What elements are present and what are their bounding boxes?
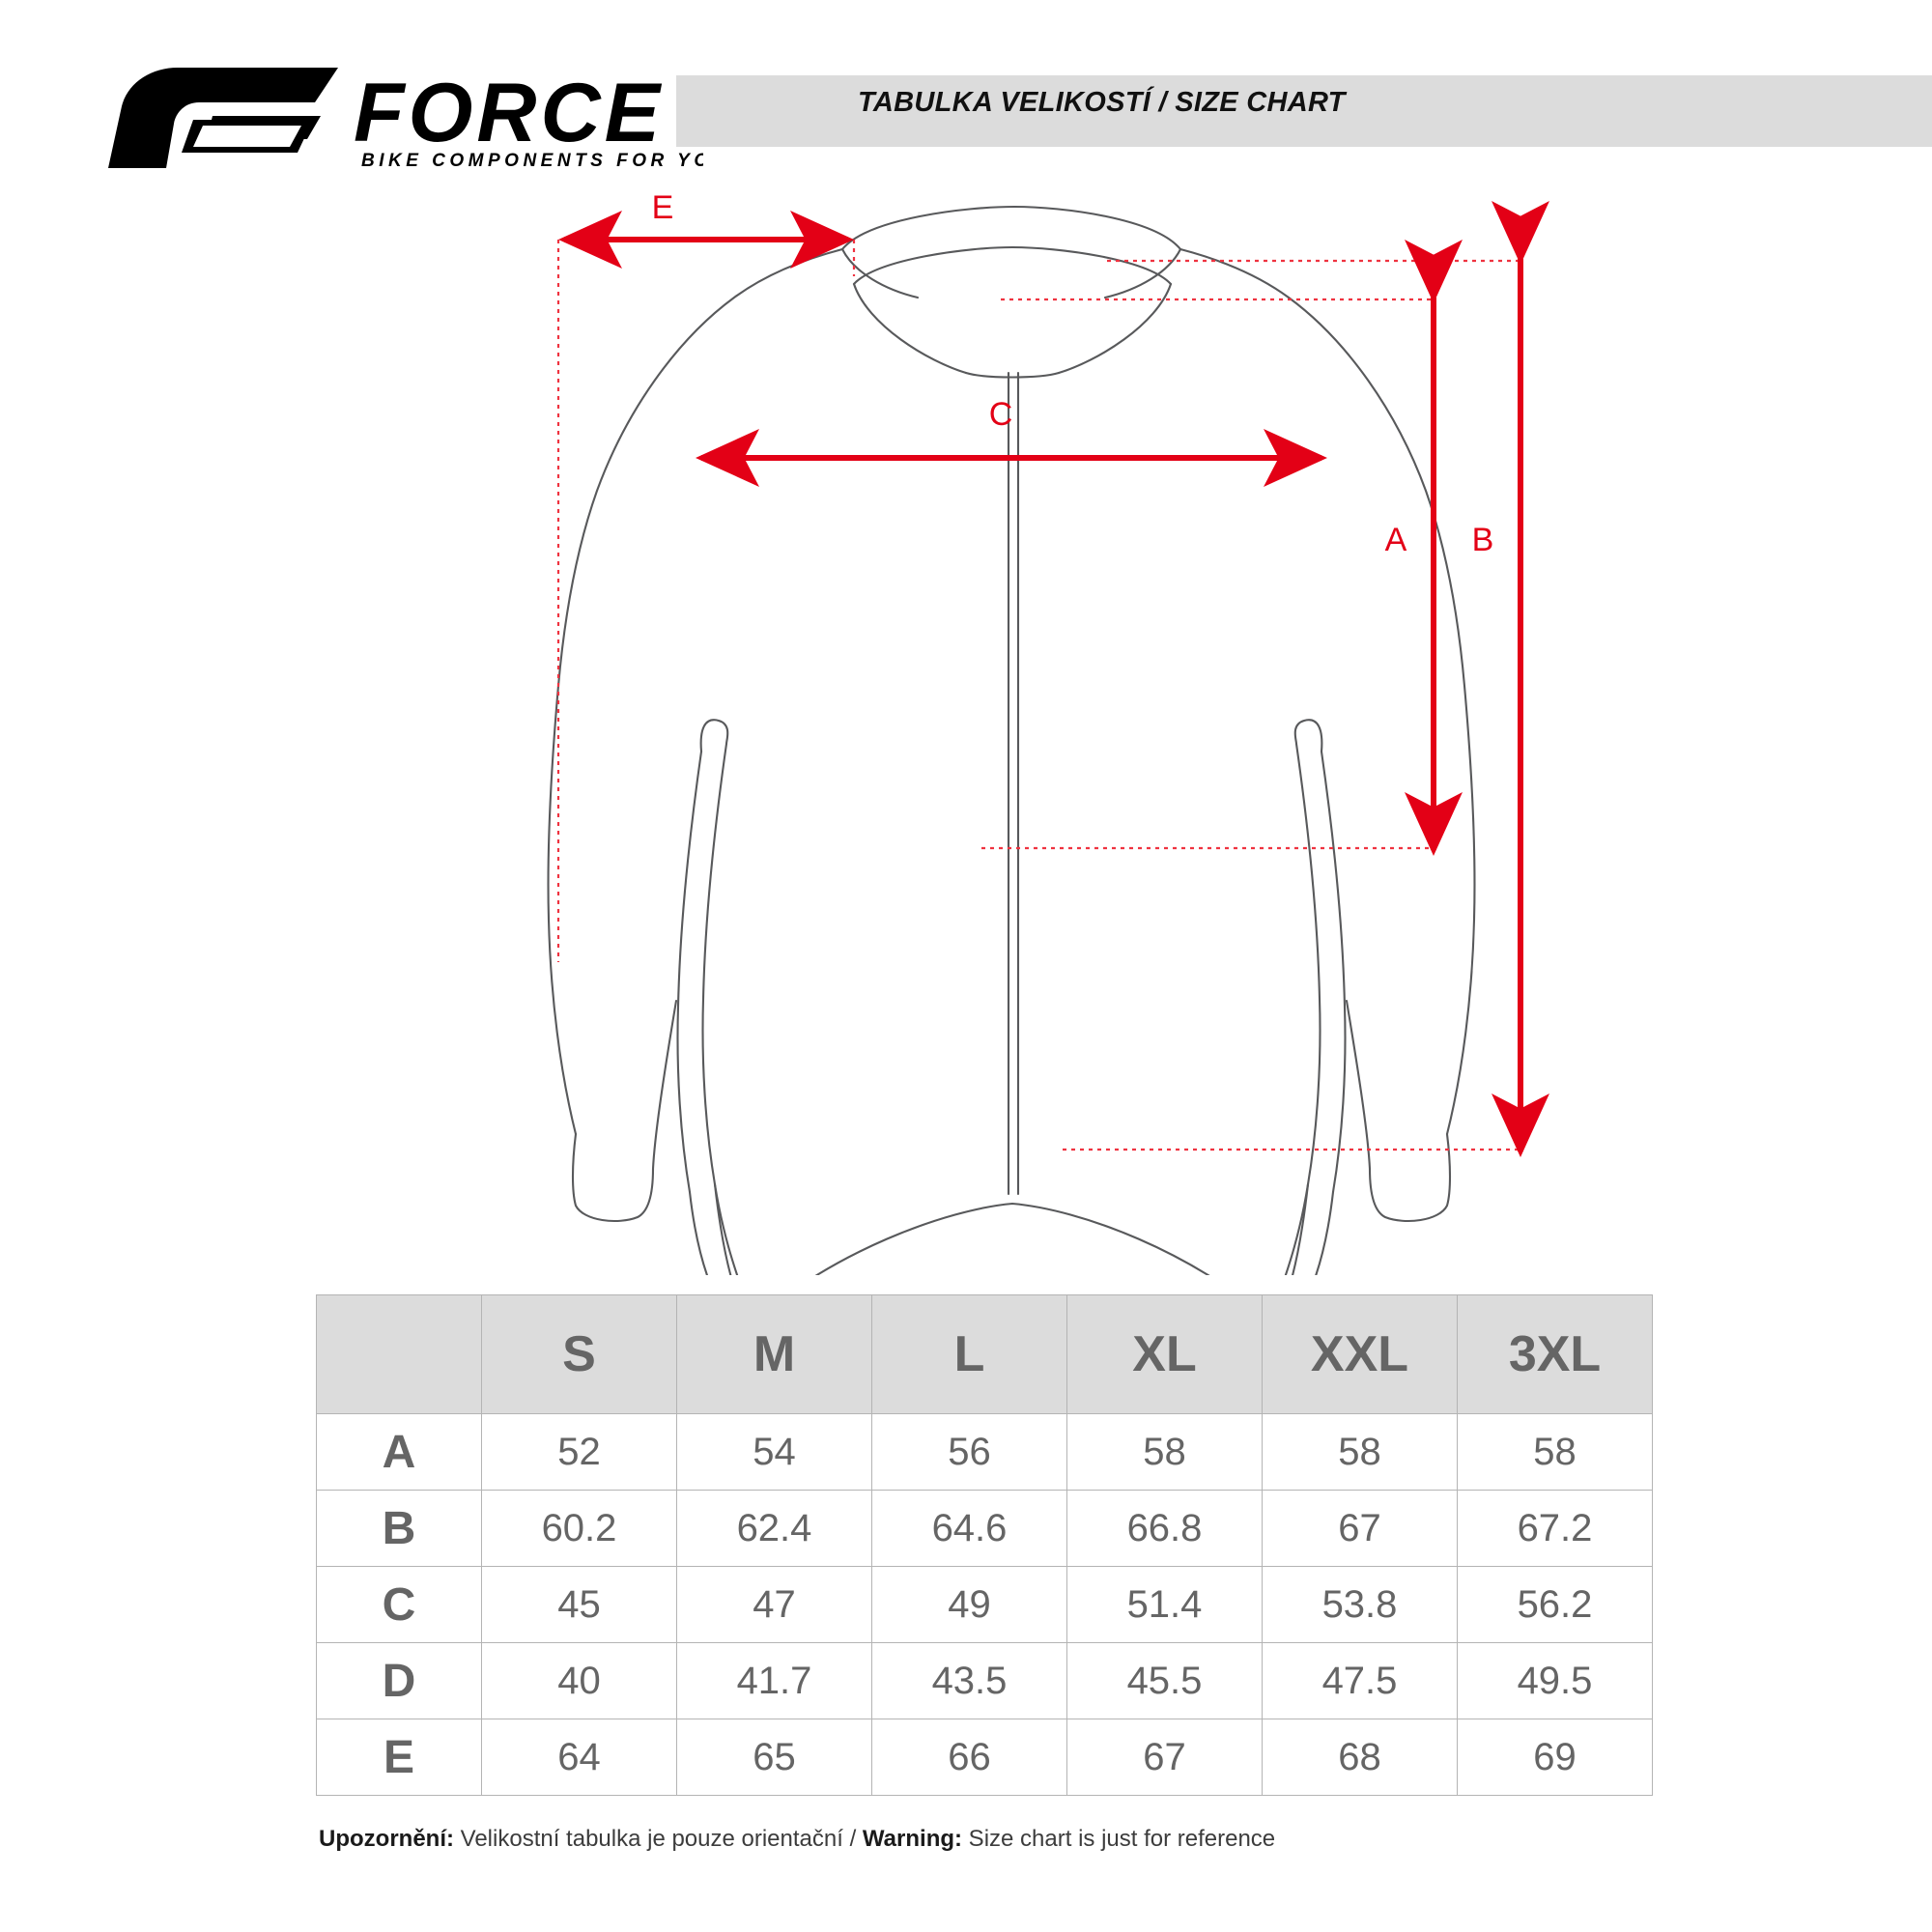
table-header-size-xl: XL: [1066, 1294, 1263, 1414]
page-header: FORCE BIKE COMPONENTS FOR YOU TABULKA VE…: [0, 0, 1932, 201]
cell-b-3xl: 67.2: [1457, 1490, 1653, 1567]
cell-c-xxl: 53.8: [1262, 1566, 1458, 1643]
jacket-outline: [547, 205, 1476, 1275]
warning-text-cs: Velikostní tabulka je pouze orientační /: [453, 1826, 863, 1852]
table-row: D 40 41.7 43.5 45.5 47.5 49.5: [316, 1642, 1653, 1719]
cell-c-xl: 51.4: [1066, 1566, 1263, 1643]
cell-c-l: 49: [871, 1566, 1067, 1643]
row-label-b: B: [316, 1490, 482, 1567]
table-row: C 45 47 49 51.4 53.8 56.2: [316, 1566, 1653, 1643]
cell-d-m: 41.7: [676, 1642, 872, 1719]
cell-e-m: 65: [676, 1719, 872, 1796]
cell-d-xxl: 47.5: [1262, 1642, 1458, 1719]
table-header-size-s: S: [481, 1294, 677, 1414]
table-corner-cell: [316, 1294, 482, 1414]
header-gray-bar: [676, 75, 1932, 147]
guide-lines: [556, 240, 1520, 1151]
cell-a-m: 54: [676, 1413, 872, 1491]
table-row: E 64 65 66 67 68 69: [316, 1719, 1653, 1796]
table-row: B 60.2 62.4 64.6 66.8 67 67.2: [316, 1490, 1653, 1567]
diagram-label-A: A: [1385, 522, 1407, 558]
cell-b-xl: 66.8: [1066, 1490, 1263, 1567]
cell-e-l: 66: [871, 1719, 1067, 1796]
cell-d-s: 40: [481, 1642, 677, 1719]
cell-d-3xl: 49.5: [1457, 1642, 1653, 1719]
cell-a-l: 56: [871, 1413, 1067, 1491]
warning-label-cs: Upozornění:: [319, 1826, 454, 1852]
row-label-d: D: [316, 1642, 482, 1719]
diagram-label-C: C: [989, 396, 1013, 433]
table-header-row: S M L XL XXL 3XL: [316, 1294, 1653, 1414]
diagram-label-E: E: [652, 189, 674, 226]
table-header-size-m: M: [676, 1294, 872, 1414]
cell-a-xxl: 58: [1262, 1413, 1458, 1491]
table-header-size-l: L: [871, 1294, 1067, 1414]
jacket-diagram: E C D A B: [0, 184, 1932, 1275]
table-header-size-3xl: 3XL: [1457, 1294, 1653, 1414]
table-row: A 52 54 56 58 58 58: [316, 1413, 1653, 1491]
cell-b-xxl: 67: [1262, 1490, 1458, 1567]
cell-c-s: 45: [481, 1566, 677, 1643]
measure-arrows: [558, 201, 1549, 1157]
cell-e-s: 64: [481, 1719, 677, 1796]
row-label-e: E: [316, 1719, 482, 1796]
cell-d-xl: 45.5: [1066, 1642, 1263, 1719]
size-chart-table: S M L XL XXL 3XL A 52 54 56 58 58 58 B 6…: [316, 1294, 1653, 1796]
cell-e-xl: 67: [1066, 1719, 1263, 1796]
warning-text-en: Size chart is just for reference: [962, 1826, 1276, 1852]
cell-b-l: 64.6: [871, 1490, 1067, 1567]
cell-c-3xl: 56.2: [1457, 1566, 1653, 1643]
svg-text:FORCE: FORCE: [354, 67, 664, 159]
cell-a-3xl: 58: [1457, 1413, 1653, 1491]
warning-note: Upozornění: Velikostní tabulka je pouze …: [319, 1826, 1275, 1853]
force-logo: FORCE BIKE COMPONENTS FOR YOU: [85, 60, 703, 176]
row-label-a: A: [316, 1413, 482, 1491]
cell-c-m: 47: [676, 1566, 872, 1643]
cell-d-l: 43.5: [871, 1642, 1067, 1719]
diagram-label-B: B: [1472, 522, 1494, 558]
cell-b-s: 60.2: [481, 1490, 677, 1567]
svg-text:BIKE COMPONENTS FOR YOU: BIKE COMPONENTS FOR YOU: [361, 151, 703, 171]
page-title: TABULKA VELIKOSTÍ / SIZE CHART: [858, 87, 1346, 118]
table-header-size-xxl: XXL: [1262, 1294, 1458, 1414]
cell-e-3xl: 69: [1457, 1719, 1653, 1796]
cell-b-m: 62.4: [676, 1490, 872, 1567]
cell-a-xl: 58: [1066, 1413, 1263, 1491]
warning-label-en: Warning:: [862, 1826, 963, 1852]
cell-a-s: 52: [481, 1413, 677, 1491]
row-label-c: C: [316, 1566, 482, 1643]
cell-e-xxl: 68: [1262, 1719, 1458, 1796]
